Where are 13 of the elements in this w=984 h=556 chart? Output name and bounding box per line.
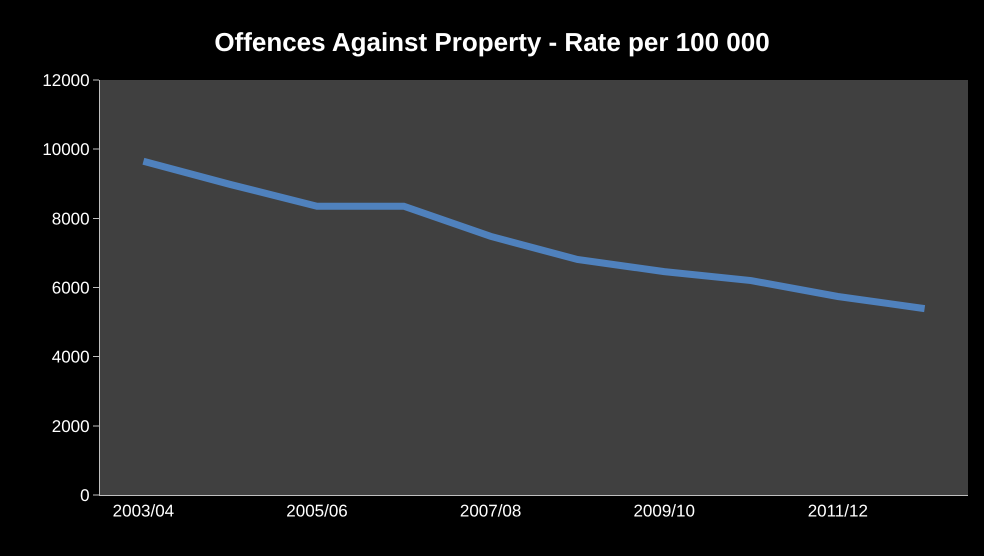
y-tick-label: 10000 (42, 140, 90, 160)
chart-title: Offences Against Property - Rate per 100 000 (214, 26, 770, 57)
x-tick-label: 2009/10 (633, 501, 695, 520)
y-tick-label: 4000 (52, 348, 90, 367)
y-tick-label: 6000 (52, 278, 90, 298)
y-tick-label: 0 (80, 486, 90, 505)
x-tick-label: 2011/12 (808, 501, 868, 520)
x-tick-label: 2003/04 (112, 501, 174, 520)
x-tick-label: 2007/08 (460, 501, 522, 520)
y-tick-label: 12000 (42, 70, 90, 90)
y-tick-label: 8000 (52, 209, 90, 228)
x-tick-label: 2005/06 (286, 501, 348, 520)
y-tick-label: 2000 (52, 416, 90, 436)
